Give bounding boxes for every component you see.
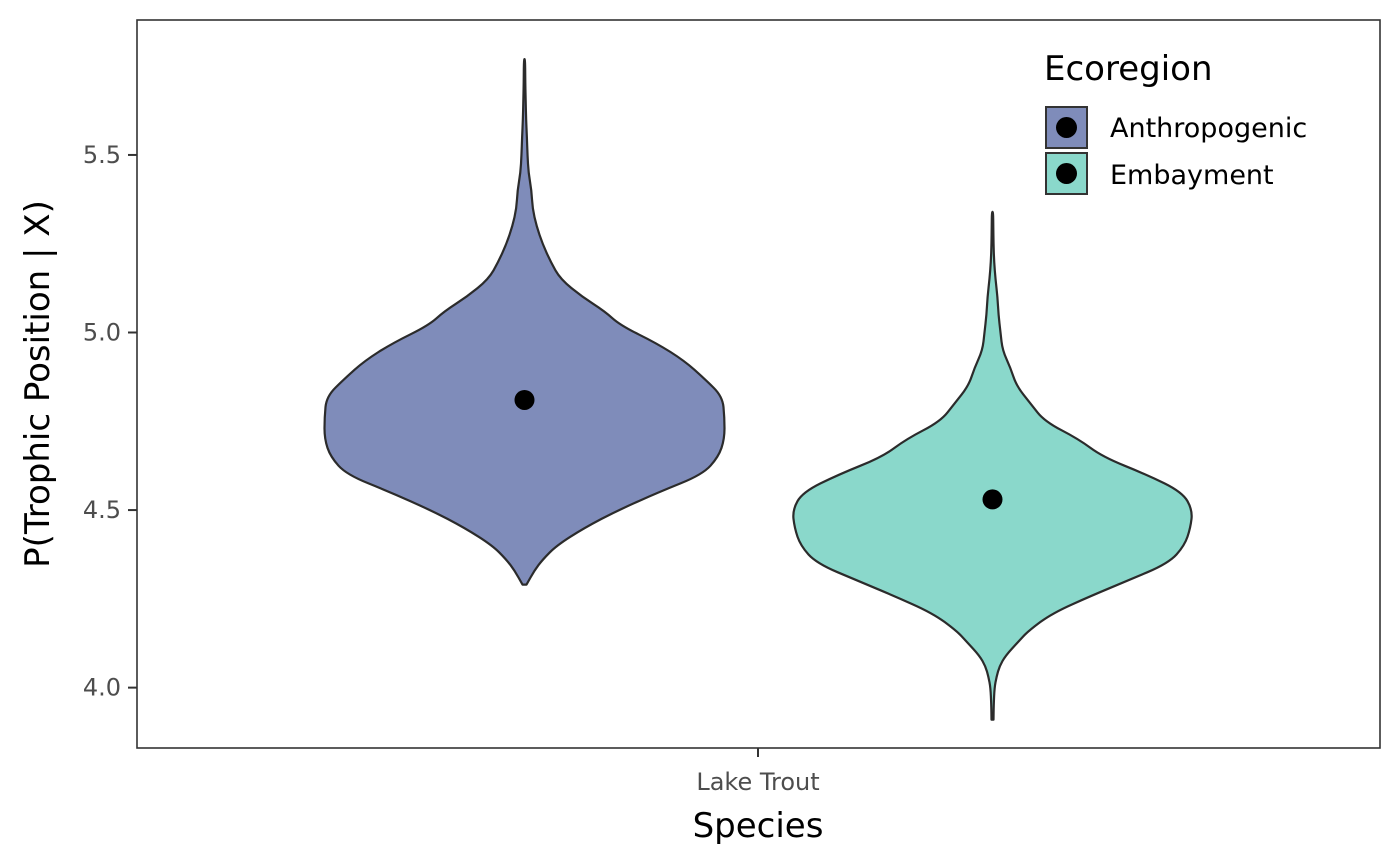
y-tick-label: 5.5 [83, 141, 121, 169]
legend-label-anthropogenic: Anthropogenic [1110, 113, 1307, 144]
legend-title: Ecoregion [1044, 49, 1213, 89]
violin-embayment [792, 210, 1193, 721]
legend-point-icon [1056, 163, 1077, 184]
x-tick-label: Lake Trout [696, 768, 819, 796]
y-tick-label: 5.0 [83, 319, 121, 347]
y-axis: 4.0 4.5 5.0 5.5 [83, 141, 137, 702]
legend-label-embayment: Embayment [1110, 160, 1274, 191]
legend-item-embayment: Embayment [1045, 152, 1274, 195]
violins-layer [323, 58, 1193, 721]
legend-point-icon [1056, 117, 1077, 138]
legend-item-anthropogenic: Anthropogenic [1045, 106, 1307, 149]
median-point-embayment [982, 489, 1003, 510]
violin-anthropogenic [323, 58, 726, 586]
y-axis-title: P(Trophic Position | X) [18, 200, 58, 568]
legend: Ecoregion Anthropogenic Embayment [1044, 49, 1307, 195]
medians-layer [514, 389, 1003, 510]
y-tick-label: 4.5 [83, 496, 121, 524]
x-axis-title: Species [693, 806, 824, 846]
x-axis: Lake Trout [696, 748, 820, 796]
median-point-anthropogenic [514, 389, 535, 410]
y-tick-label: 4.0 [83, 674, 121, 702]
